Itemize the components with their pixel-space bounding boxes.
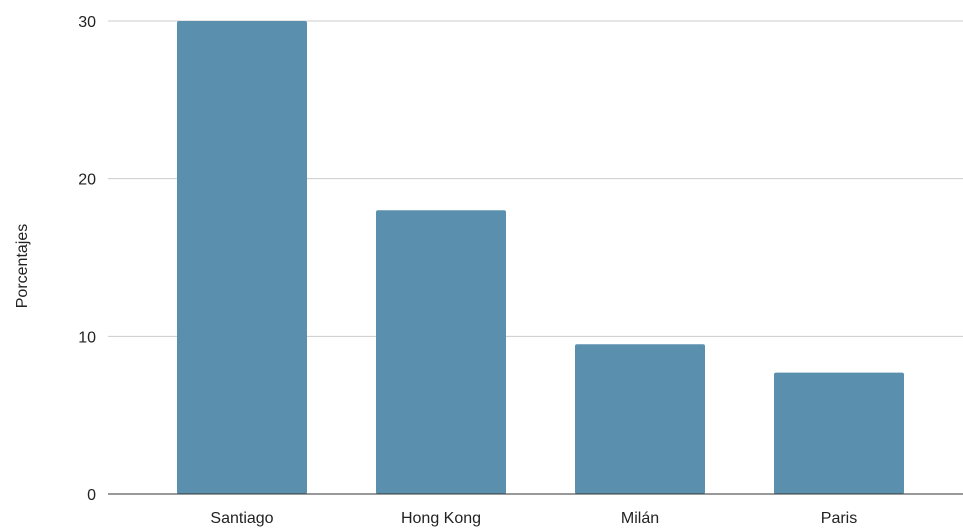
bar-hong-kong <box>376 210 506 494</box>
x-axis-ticks: Santiago Hong Kong Milán Paris <box>210 510 857 527</box>
y-tick-label: 30 <box>78 14 96 31</box>
y-tick-label: 20 <box>78 172 96 189</box>
bars <box>177 21 904 494</box>
y-tick-label: 10 <box>78 329 96 346</box>
y-axis-title: Porcentajes <box>14 224 31 309</box>
bar-milán <box>575 344 705 494</box>
x-tick-label: Milán <box>621 510 659 527</box>
bar-paris <box>774 372 904 494</box>
x-tick-label: Hong Kong <box>401 510 481 527</box>
x-tick-label: Paris <box>821 510 857 527</box>
y-tick-label: 0 <box>87 487 96 504</box>
x-tick-label: Santiago <box>210 510 273 527</box>
y-axis-ticks: 0 10 20 30 <box>78 14 96 504</box>
bar-santiago <box>177 21 307 494</box>
